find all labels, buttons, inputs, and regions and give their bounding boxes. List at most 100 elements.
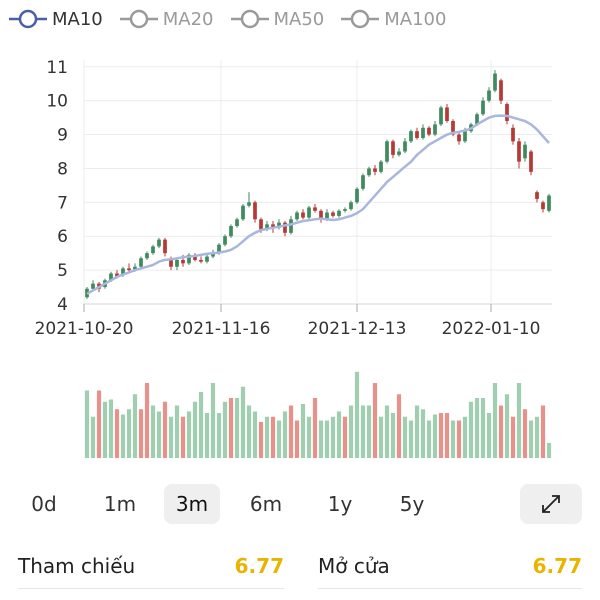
open-price-label: Mở cửa (318, 554, 390, 578)
volume-bar (342, 416, 348, 458)
volume-bar (420, 409, 426, 458)
candle-body (373, 168, 377, 172)
candle-body (121, 268, 125, 276)
volume-bar (252, 411, 258, 458)
volume-bar (198, 392, 204, 458)
volume-bar (240, 386, 246, 458)
period-3m[interactable]: 3m (164, 484, 220, 524)
open-price-value: 6.77 (532, 554, 582, 578)
price-chart[interactable]: 4 5 6 7 8 9 10 11 2021-10-20 2021-11-16 2021-12-1… (0, 0, 600, 470)
period-1m[interactable]: 1m (103, 492, 137, 516)
candle-body (193, 256, 197, 260)
volume-bar (414, 405, 420, 458)
candle-body (367, 168, 371, 176)
candle-body (499, 80, 503, 101)
x-tick-label: 2022-01-10 (442, 319, 541, 339)
candle-body (169, 259, 173, 267)
volume-bar (354, 371, 360, 458)
volume-bar (180, 416, 186, 458)
y-tick-label: 7 (57, 193, 68, 213)
volume-bar (474, 398, 480, 458)
volume-bar (438, 413, 444, 458)
volume-bar (324, 420, 330, 458)
period-1y[interactable]: 1y (327, 492, 353, 516)
period-5y[interactable]: 5y (399, 492, 425, 516)
candle-body (151, 246, 155, 254)
radio-icon (119, 9, 158, 29)
y-tick-label: 4 (57, 295, 68, 315)
volume-bar (216, 413, 222, 458)
expand-button[interactable] (520, 484, 582, 524)
volume-bar (270, 416, 276, 458)
volume-bar (504, 394, 510, 458)
candle-body (517, 141, 521, 162)
volume-bar (330, 416, 336, 458)
candle-body (295, 212, 299, 220)
candle-body (241, 205, 245, 220)
period-6m[interactable]: 6m (249, 492, 283, 516)
candle-body (541, 202, 545, 210)
volume-bar (234, 398, 240, 458)
volume-bar (102, 401, 108, 458)
volume-bar (258, 422, 264, 458)
candles (85, 70, 551, 299)
candle-body (433, 124, 437, 135)
candle-body (289, 219, 293, 233)
volume-bar (174, 405, 180, 458)
legend-label: MA10 (52, 8, 103, 30)
volume-bar (528, 420, 534, 458)
period-selector: 0d 1m 3m 6m 1y 5y (0, 484, 600, 528)
volume-bar (294, 420, 300, 458)
candle-body (247, 202, 251, 206)
radio-selected-icon (9, 9, 47, 29)
volume-bar (210, 383, 216, 458)
candle-body (253, 202, 257, 220)
candle-body (271, 224, 275, 228)
volume-bar (90, 416, 96, 458)
volume-bar (150, 405, 156, 458)
candle-body (217, 244, 221, 254)
legend-label: MA50 (273, 8, 325, 30)
candle-body (133, 266, 137, 271)
volume-bar (96, 390, 102, 458)
candle-body (283, 222, 287, 233)
candle-body (529, 151, 533, 172)
volume-bar (492, 383, 498, 458)
volume-bar (120, 414, 126, 458)
volume-bar (264, 416, 270, 458)
divider (318, 588, 582, 589)
legend-item-ma100[interactable]: MA100 (340, 8, 446, 30)
x-tick-label: 2021-11-16 (172, 319, 271, 339)
reference-price-label: Tham chiếu (18, 554, 136, 578)
candle-body (481, 100, 485, 115)
candle-body (349, 202, 353, 210)
candle-body (145, 253, 149, 259)
volume-bar (336, 411, 342, 458)
candle-body (457, 134, 461, 142)
candle-body (547, 195, 551, 211)
volume-bar (168, 416, 174, 458)
y-tick-label: 9 (57, 126, 68, 146)
candle-body (493, 73, 497, 91)
candle-body (91, 283, 95, 289)
period-0d[interactable]: 0d (31, 492, 57, 516)
y-tick-label: 8 (57, 159, 68, 179)
candle-body (199, 259, 203, 262)
volume-bar (132, 394, 138, 458)
legend-item-ma10[interactable]: MA10 (8, 8, 103, 30)
candle-body (505, 104, 509, 121)
legend-item-ma50[interactable]: MA50 (230, 8, 325, 30)
candle-body (451, 121, 455, 135)
y-tick-label: 5 (57, 261, 68, 281)
candle-body (307, 207, 311, 218)
legend-item-ma20[interactable]: MA20 (119, 8, 214, 30)
volume-bar (372, 383, 378, 458)
candle-body (337, 210, 341, 216)
y-axis: 4 5 6 7 8 9 10 11 (46, 58, 68, 315)
x-tick-label: 2021-10-20 (35, 319, 134, 339)
volume-bar (348, 405, 354, 458)
candle-body (511, 127, 515, 142)
candle-body (421, 127, 425, 138)
candle-body (475, 114, 479, 125)
volume-bar (204, 413, 210, 458)
